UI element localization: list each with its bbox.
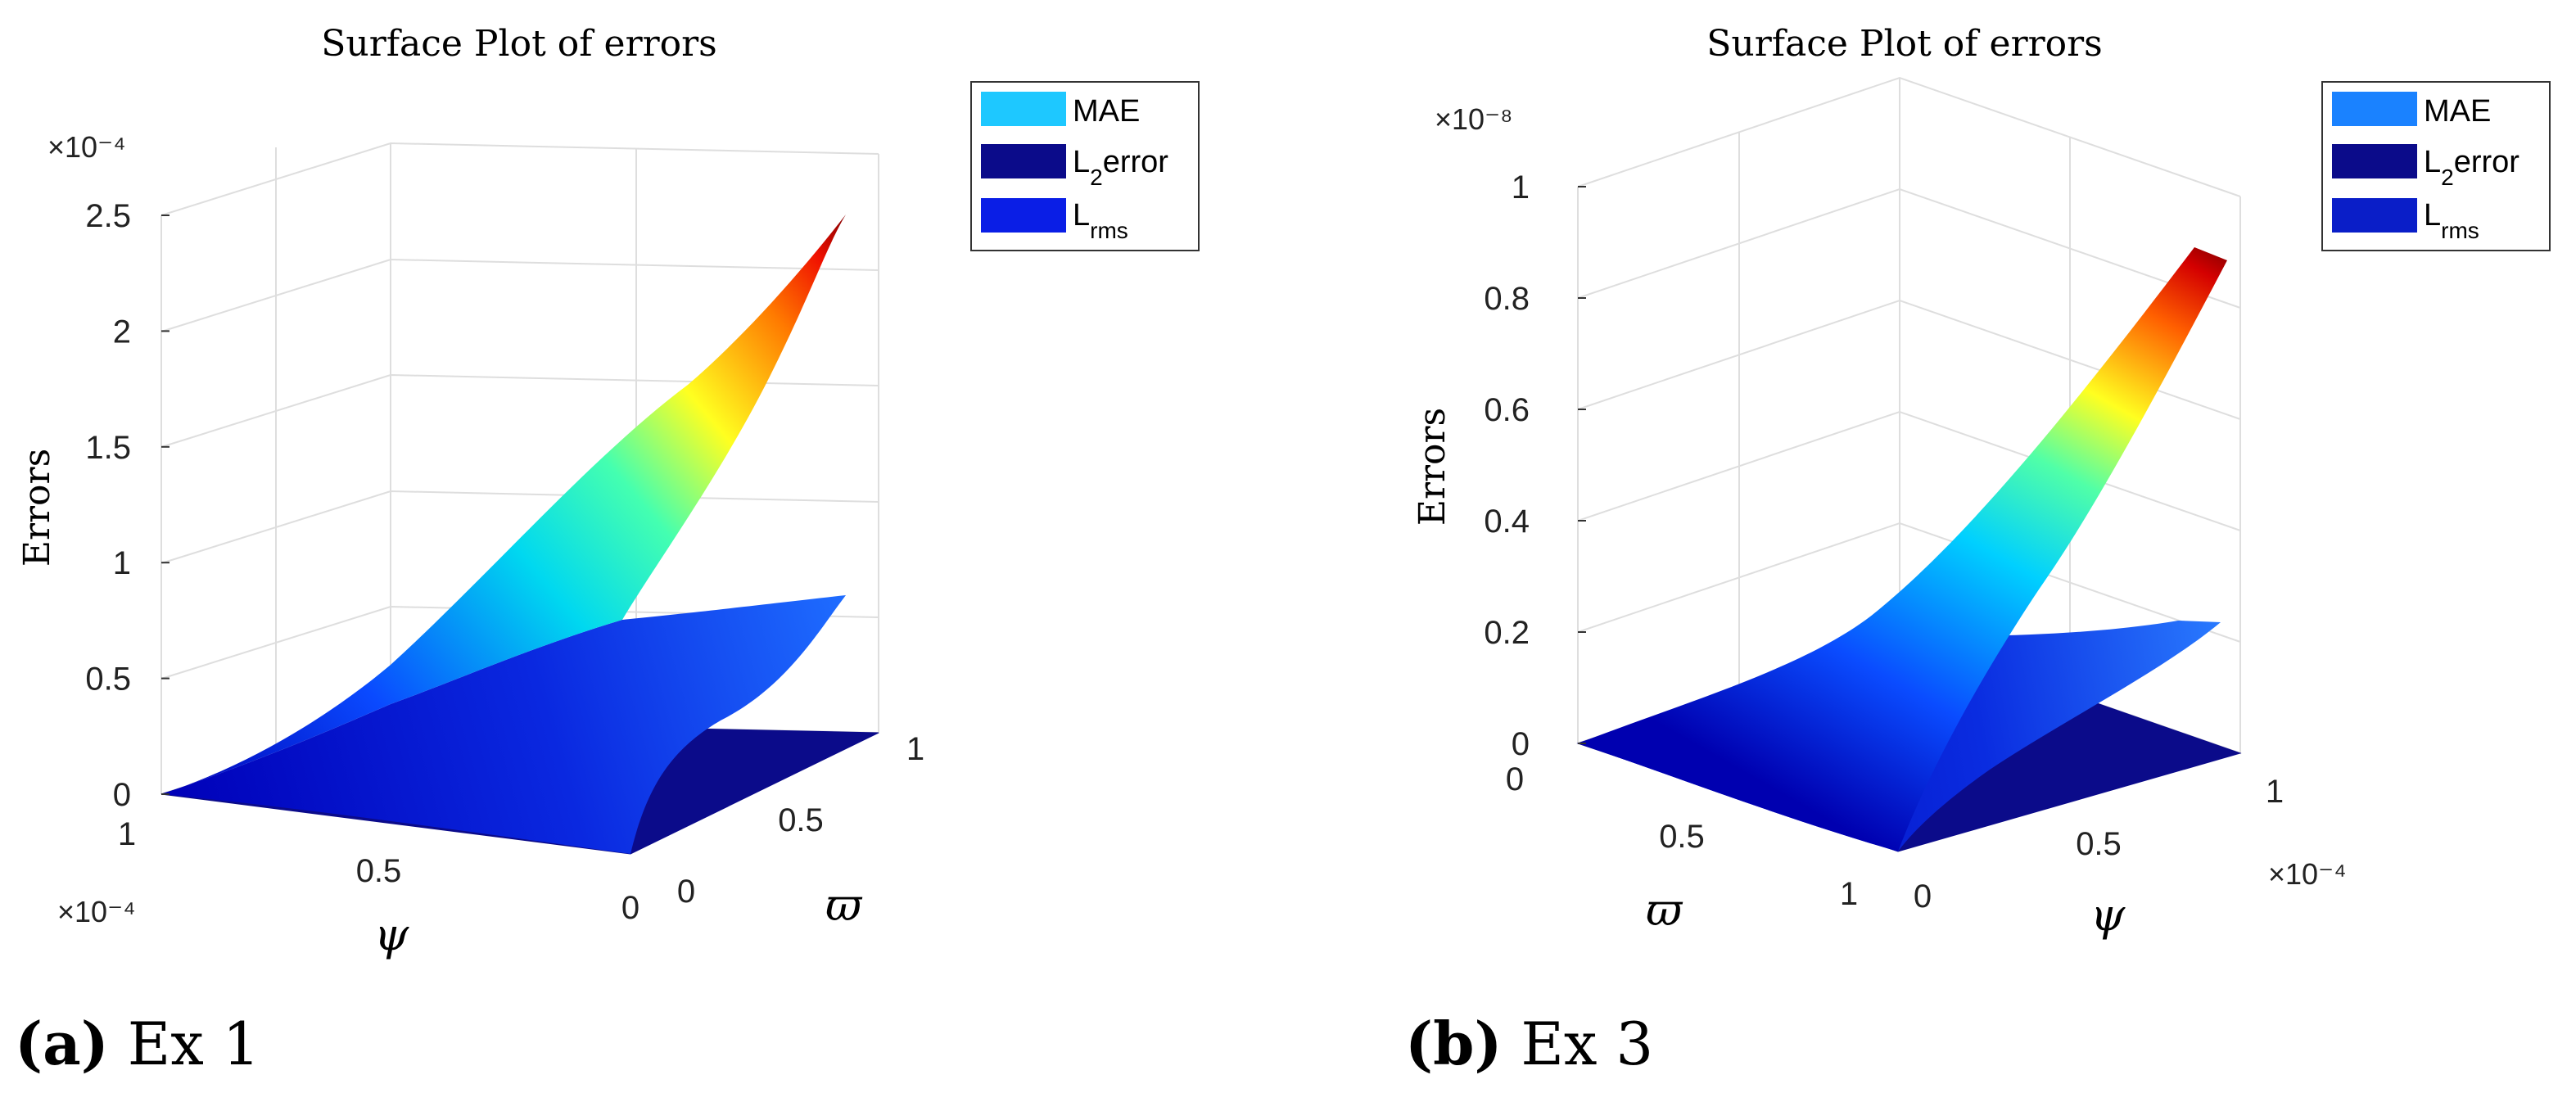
grid-line (1577, 76, 2241, 197)
grid-line (1577, 187, 2241, 309)
legend-swatch-l2error (981, 144, 1066, 178)
caption-a: (a) Ex 1 (15, 1009, 260, 1078)
grid-line (160, 373, 879, 448)
z-tick-label: 0.4 (1484, 504, 1530, 540)
caption-b: (b) Ex 3 (1405, 1009, 1653, 1078)
legend-label-mae: MAE (2424, 94, 2491, 129)
legend-swatch-mae (981, 92, 1066, 126)
panel-a: Surface Plot of errors ×10⁻⁴ 00.511.522.… (16, 23, 1200, 960)
z-tick-label: 0.2 (1484, 615, 1530, 651)
psi-tick-label: 1 (118, 816, 136, 852)
panel-b-z-ticks: 0 0.2 0.4 0.6 0.8 1 (1484, 169, 1586, 762)
legend-swatch-l2error (2332, 144, 2417, 178)
varpi-tick-label: 0 (677, 874, 695, 910)
caption-b-letter: (b) (1405, 1009, 1503, 1078)
varpi-tick-label: 1 (906, 731, 924, 767)
panel-a-title: Surface Plot of errors (321, 23, 717, 65)
panel-a-varpi-ticks: 00.51 (677, 731, 924, 910)
z-tick-label: 0.8 (1484, 281, 1530, 317)
panel-a-legend: MAE L2error Lrms (970, 81, 1200, 251)
panel-b-varpi-label: ϖ (1646, 884, 1683, 936)
legend-swatch-lrms (981, 198, 1066, 233)
varpi-tick-label: 0 (1506, 761, 1524, 797)
caption-a-text: Ex 1 (127, 1009, 260, 1078)
caption-a-letter: (a) (15, 1009, 109, 1078)
panel-a-psi-ticks: 10.50 (118, 816, 639, 926)
panel-b-zlabel: Errors (1412, 408, 1453, 526)
psi-tick-label: 1 (2266, 774, 2284, 810)
z-tick-label: 1.5 (85, 430, 131, 466)
panel-b-title: Surface Plot of errors (1706, 23, 2103, 65)
panel-a-zlabel: Errors (16, 449, 58, 567)
panel-a-z-ticks: 0 0.5 1 1.5 2 2.5 (85, 198, 169, 813)
psi-tick-label: 0.5 (356, 853, 402, 889)
legend-swatch-mae (2332, 92, 2417, 126)
psi-tick-label: 0 (1914, 878, 1932, 915)
z-tick-label: 1 (113, 545, 131, 581)
grid-line (1577, 410, 2241, 531)
caption-b-text: Ex 3 (1521, 1009, 1654, 1078)
panel-b-z-multiplier: ×10⁻⁸ (1435, 102, 1512, 136)
varpi-tick-label: 1 (1840, 876, 1858, 912)
z-tick-label: 2.5 (85, 198, 131, 234)
lrms-surface-a (161, 595, 846, 854)
varpi-tick-label: 0.5 (778, 802, 824, 838)
grid-line (160, 142, 879, 216)
panel-b-psi-ticks: 00.51 (1914, 774, 2284, 915)
panel-b-legend: MAE L2error Lrms (2321, 81, 2551, 251)
varpi-tick-label: 0.5 (1659, 819, 1705, 855)
legend-swatch-lrms (2332, 198, 2417, 233)
z-tick-label: 2 (113, 314, 131, 350)
panel-a-z-multiplier: ×10⁻⁴ (47, 130, 126, 164)
panel-b-psi-label: ψ (2090, 889, 2126, 941)
legend-label-mae: MAE (1073, 94, 1140, 129)
z-tick-label: 0.5 (85, 662, 131, 698)
panel-a-psi-multiplier: ×10⁻⁴ (57, 895, 136, 928)
panel-b-psi-multiplier: ×10⁻⁴ (2268, 857, 2347, 891)
psi-tick-label: 0.5 (2076, 826, 2122, 862)
mae-surface-b (1578, 247, 2227, 851)
z-tick-label: 0 (113, 777, 131, 813)
z-tick-label: 0.6 (1484, 392, 1530, 428)
z-tick-label: 0 (1512, 726, 1530, 762)
panel-b: Surface Plot of errors ×10⁻⁸ 00.20.40.60… (1412, 23, 2551, 941)
panel-b-varpi-ticks: 00.51 (1506, 761, 1858, 912)
z-tick-label: 1 (1512, 169, 1530, 205)
panel-a-psi-label: ψ (374, 909, 409, 960)
panel-a-varpi-label: ϖ (825, 879, 863, 931)
psi-tick-label: 0 (621, 890, 639, 926)
